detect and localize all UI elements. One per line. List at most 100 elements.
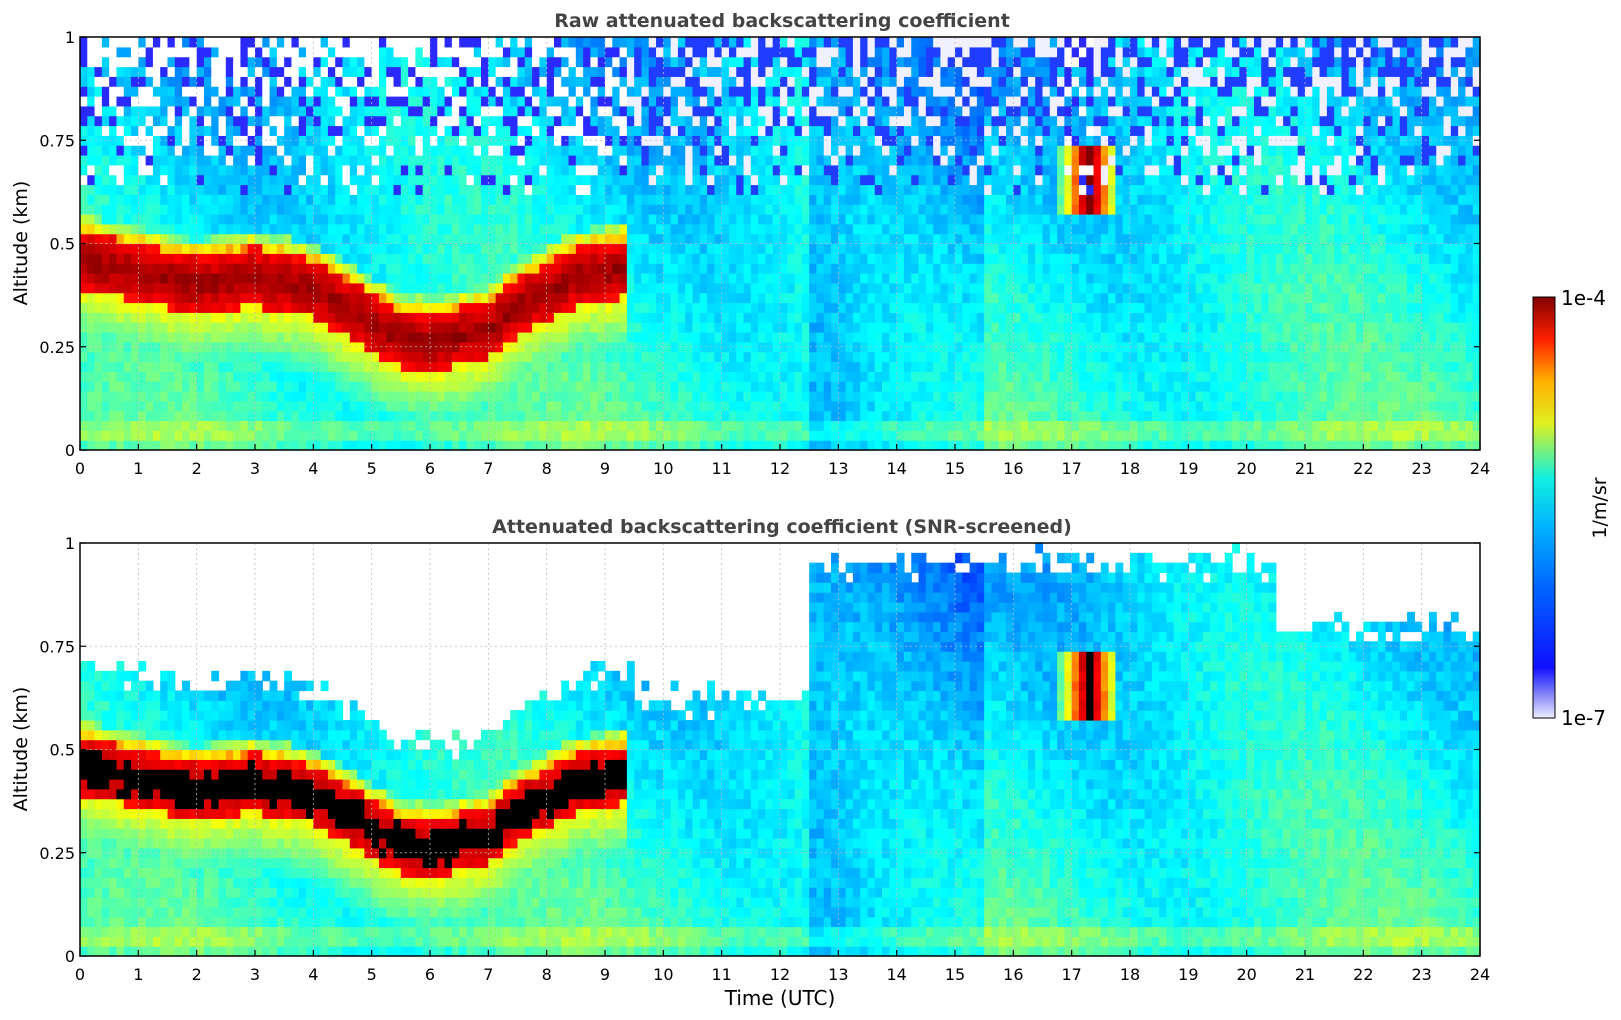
heatmap-cell <box>539 420 548 431</box>
heatmap-cell <box>342 194 351 205</box>
heatmap-cell <box>823 194 832 205</box>
heatmap-cell <box>123 292 132 304</box>
heatmap-cell <box>422 56 431 68</box>
heatmap-cell <box>801 145 810 156</box>
heatmap-cell <box>233 76 242 87</box>
heatmap-cell <box>459 56 468 68</box>
heatmap-cell <box>203 351 212 363</box>
heatmap-cell <box>780 400 788 412</box>
heatmap-cell <box>517 282 526 294</box>
heatmap-cell <box>349 391 358 402</box>
heatmap-cell <box>145 174 154 186</box>
heatmap-cell <box>276 214 285 225</box>
heatmap-cell <box>794 56 803 68</box>
heatmap-cell <box>524 351 533 363</box>
heatmap-cell <box>656 420 664 431</box>
heatmap-cell <box>101 420 110 431</box>
heatmap-cell <box>605 440 613 451</box>
heatmap-cell <box>867 302 876 313</box>
heatmap-cell <box>546 105 555 117</box>
heatmap-cell <box>809 164 818 176</box>
heatmap-cell <box>327 86 336 97</box>
heatmap-cell <box>743 440 752 451</box>
heatmap-cell <box>765 322 774 333</box>
heatmap-cell <box>860 223 869 235</box>
heatmap-cell <box>451 37 460 48</box>
heatmap-cell <box>174 341 183 353</box>
heatmap-cell <box>743 361 752 372</box>
heatmap-cell <box>495 86 504 97</box>
heatmap-cell <box>707 263 715 274</box>
heatmap-cell <box>656 341 664 353</box>
heatmap-cell <box>313 96 322 107</box>
heatmap-cell <box>116 312 125 323</box>
heatmap-cell <box>532 184 540 195</box>
heatmap-cell <box>247 302 256 313</box>
heatmap-cell <box>583 76 592 87</box>
heatmap-cell <box>809 66 818 77</box>
heatmap-cell <box>860 194 869 205</box>
heatmap-cell <box>422 332 431 343</box>
heatmap-cell <box>772 214 781 225</box>
heatmap-cell <box>692 105 701 117</box>
heatmap-cell <box>845 135 854 146</box>
heatmap-cell <box>203 341 212 353</box>
heatmap-cell <box>903 263 912 274</box>
heatmap-cell <box>371 223 380 235</box>
heatmap-cell <box>502 105 511 117</box>
heatmap-cell <box>568 46 577 58</box>
heatmap-cell <box>276 76 285 87</box>
heatmap-cell <box>364 86 373 97</box>
heatmap-cell <box>459 341 468 353</box>
heatmap-cell <box>269 233 278 245</box>
heatmap-cell <box>823 184 832 195</box>
heatmap-cell <box>670 76 679 87</box>
heatmap-cell <box>736 37 745 48</box>
heatmap-cell <box>255 214 263 225</box>
heatmap-cell <box>298 174 307 186</box>
heatmap-cell <box>918 105 927 117</box>
heatmap-cell <box>852 332 861 343</box>
heatmap-cell <box>335 76 344 87</box>
heatmap-cell <box>364 312 373 323</box>
heatmap-cell <box>612 66 621 77</box>
heatmap-cell <box>459 400 468 412</box>
heatmap-cell <box>860 263 869 274</box>
heatmap-cell <box>605 194 613 205</box>
heatmap-cell <box>605 341 613 353</box>
heatmap-cell <box>699 282 708 294</box>
heatmap-cell <box>415 46 424 58</box>
heatmap-cell <box>845 115 854 127</box>
heatmap-cell <box>575 105 584 117</box>
heatmap-cell <box>641 273 650 284</box>
heatmap-cell <box>532 66 540 77</box>
heatmap-cell <box>291 391 300 402</box>
heatmap-cell <box>342 223 351 235</box>
heatmap-cell <box>553 381 562 392</box>
heatmap-cell <box>539 184 548 195</box>
heatmap-cell <box>845 184 854 195</box>
heatmap-cell <box>437 155 446 166</box>
heatmap-cell <box>605 332 613 343</box>
heatmap-cell <box>371 233 380 245</box>
heatmap-cell <box>721 233 730 245</box>
heatmap-cell <box>911 233 920 245</box>
heatmap-cell <box>349 341 358 353</box>
heatmap-cell <box>670 282 679 294</box>
heatmap-cell <box>167 164 176 176</box>
heatmap-cell <box>240 371 249 382</box>
heatmap-cell <box>94 440 103 451</box>
heatmap-cell <box>378 174 387 186</box>
heatmap-cell <box>349 400 358 412</box>
heatmap-cell <box>933 410 942 422</box>
heatmap-cell <box>743 155 752 166</box>
heatmap-cell <box>342 361 351 372</box>
heatmap-cell <box>772 263 781 274</box>
heatmap-cell <box>225 145 234 156</box>
heatmap-cell <box>393 312 402 323</box>
heatmap-cell <box>284 214 293 225</box>
heatmap-cell <box>240 76 249 87</box>
heatmap-cell <box>583 371 592 382</box>
heatmap-cell <box>809 361 818 372</box>
heatmap-cell <box>583 440 592 451</box>
